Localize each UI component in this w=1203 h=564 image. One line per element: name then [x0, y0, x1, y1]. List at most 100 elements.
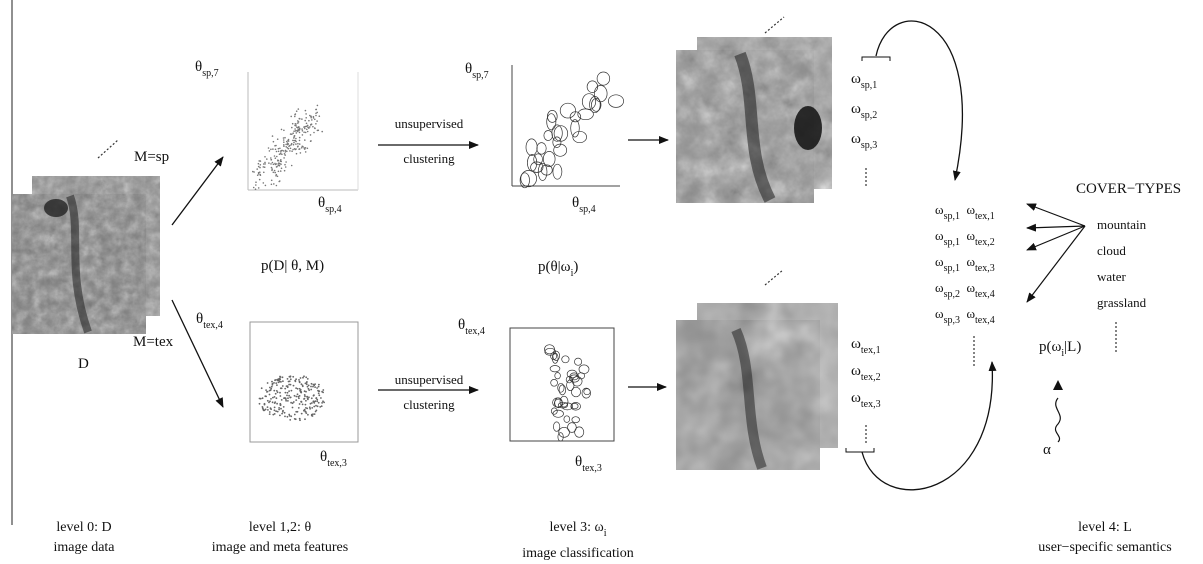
cluster-plot-tex — [509, 327, 615, 442]
scatter-point — [317, 392, 320, 395]
scatter-point — [298, 131, 301, 134]
class-label-tex-2: ωtex,2 — [851, 363, 881, 383]
cluster-ellipse — [591, 98, 602, 112]
scatter-point — [264, 156, 266, 158]
scatter-point — [304, 382, 307, 385]
scatter-point — [273, 413, 276, 415]
combined-class-row-2: ωsp,1 ωtex,2 — [935, 228, 995, 248]
cluster-ellipse — [571, 386, 581, 398]
scatter-point — [279, 387, 282, 390]
scatter-point — [273, 183, 275, 185]
posterior-label: p(θ|ωi) — [538, 259, 579, 279]
scatter-point — [301, 134, 304, 136]
scatter-point — [295, 410, 298, 413]
scatter-point — [284, 391, 287, 394]
scatter-point — [306, 128, 308, 131]
scatter-point — [278, 164, 281, 167]
scatter-point — [259, 160, 262, 162]
scatter-point — [309, 402, 312, 405]
cluster-ellipse — [525, 138, 538, 156]
level0-front-image — [12, 194, 146, 334]
scatter-point — [295, 148, 297, 150]
cluster-ellipse — [553, 421, 561, 432]
scatter-point — [279, 160, 282, 162]
scatter-point — [308, 389, 311, 391]
scatter-point — [305, 125, 308, 128]
scatter-point — [265, 389, 267, 391]
scatter-point — [322, 400, 324, 403]
scatter-point — [295, 123, 297, 125]
scatter-point — [293, 394, 296, 397]
scatter-point — [291, 122, 294, 125]
scatter-point — [315, 112, 317, 115]
cover-type-grassland: grassland — [1097, 295, 1147, 310]
scatter-point — [271, 168, 274, 170]
arrow-cover-3 — [1026, 225, 1086, 251]
scatter-point — [311, 415, 314, 417]
scatter-point — [317, 385, 320, 388]
scatter-point — [310, 115, 312, 118]
scatter-point — [273, 406, 276, 409]
scatter-point — [315, 114, 317, 117]
scatter-point — [266, 390, 269, 393]
scatter-point — [284, 149, 287, 152]
scatter-point — [323, 401, 325, 404]
scatter-point — [294, 139, 297, 142]
alpha-symbol: α — [1043, 442, 1051, 458]
scatter-point — [272, 140, 275, 143]
scatter-point — [279, 152, 282, 155]
scatter-point — [316, 120, 318, 122]
scatter-point — [299, 419, 301, 422]
caption-level12: level 1,2: θ image and meta features — [211, 520, 349, 555]
scatter-point — [307, 398, 309, 401]
scatter-point — [316, 405, 319, 408]
scatter-point — [296, 130, 299, 133]
class-label-sp-1: ωsp,1 — [851, 71, 878, 91]
cluster-ellipse — [558, 426, 570, 438]
scatter-point — [283, 129, 285, 132]
arrow-cover-2 — [1026, 223, 1086, 232]
scatter-point — [266, 406, 269, 408]
scatter-point — [283, 153, 286, 155]
scatter-point — [311, 119, 313, 121]
scatter-point — [297, 145, 299, 147]
scatter-point — [287, 397, 289, 400]
scatter-point — [259, 171, 261, 173]
scatter-point — [262, 166, 265, 168]
scatter-point — [298, 148, 301, 150]
scatter-point — [301, 128, 303, 130]
scatter-point — [309, 134, 312, 136]
cluster-ellipse — [558, 384, 567, 396]
scatter-point — [279, 395, 282, 397]
cover-type-water: water — [1097, 269, 1126, 284]
scatter-point — [282, 380, 284, 383]
cluster-ellipse — [570, 402, 581, 411]
scatter-point — [277, 164, 280, 167]
scatter-point — [316, 111, 319, 114]
scatter-point — [283, 169, 286, 172]
scatter-point — [295, 137, 297, 140]
scatter-point — [303, 148, 306, 150]
scatter-point — [264, 161, 266, 164]
scatter-point — [281, 412, 283, 415]
scatter-point — [295, 152, 298, 155]
scatter-point — [305, 113, 307, 115]
scatter-point — [271, 135, 274, 137]
scatter-point — [273, 382, 275, 384]
feature-scatter-tex — [249, 321, 359, 443]
scatter-point — [261, 406, 264, 408]
scatter-point — [306, 378, 309, 380]
scatter-point — [306, 124, 309, 127]
scatter-point — [301, 118, 303, 120]
ellipsis-dots-sp-image — [764, 16, 785, 34]
scatter-point — [275, 379, 277, 381]
scatter-point — [310, 140, 312, 142]
scatter-point — [311, 407, 314, 409]
scatter-point — [314, 127, 316, 130]
arrow-m-sp — [171, 156, 224, 226]
scatter-point — [272, 396, 274, 399]
scatter-point — [270, 163, 272, 165]
ellipsis-dots-level0 — [97, 139, 119, 159]
scatter-point — [304, 410, 307, 413]
